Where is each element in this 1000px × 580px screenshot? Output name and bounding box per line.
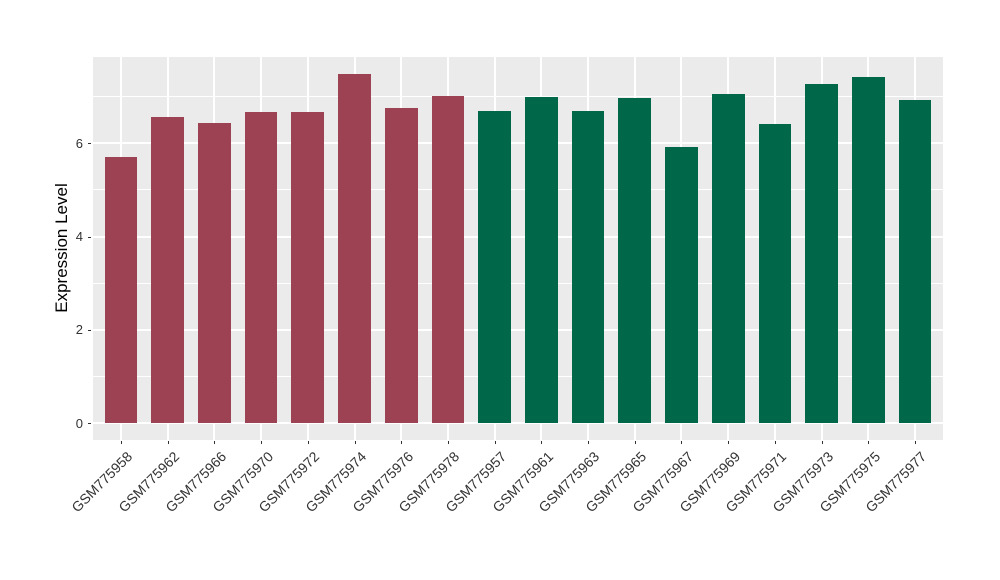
bar-GSM775972 — [291, 112, 325, 423]
x-tick-mark-GSM775965 — [634, 441, 636, 444]
bar-GSM775965 — [618, 97, 652, 423]
bar-GSM775975 — [851, 77, 885, 423]
y-tick-mark-0 — [88, 423, 91, 424]
bar-GSM775957 — [478, 110, 511, 423]
bar-GSM775963 — [571, 110, 605, 423]
bar-GSM775974 — [338, 73, 371, 423]
x-tick-mark-GSM775962 — [167, 441, 169, 444]
x-tick-mark-GSM775977 — [914, 441, 916, 444]
x-tick-mark-GSM775958 — [121, 441, 123, 444]
minor-gridline-y7 — [93, 96, 943, 98]
bar-GSM775969 — [711, 93, 745, 423]
major-gridline-y6 — [93, 142, 943, 145]
x-tick-mark-GSM775957 — [494, 441, 496, 444]
bar-GSM775958 — [104, 156, 138, 423]
x-tick-mark-GSM775975 — [868, 441, 870, 444]
bar-GSM775978 — [431, 95, 465, 423]
major-gridline-y0 — [93, 422, 943, 424]
x-tick-mark-GSM775971 — [774, 441, 776, 444]
major-gridline-y4 — [93, 235, 943, 238]
y-tick-mark-6 — [88, 143, 91, 145]
minor-gridline-y1 — [93, 375, 943, 377]
bar-GSM775966 — [198, 123, 231, 423]
bar-GSM775977 — [898, 100, 932, 423]
y-tick-mark-4 — [88, 236, 91, 238]
plot-panel — [93, 57, 943, 440]
x-tick-mark-GSM775963 — [588, 441, 590, 444]
x-tick-mark-GSM775967 — [681, 441, 683, 444]
x-tick-mark-GSM775976 — [401, 441, 403, 444]
x-tick-mark-GSM775969 — [728, 441, 730, 444]
bar-GSM775962 — [151, 116, 185, 423]
y-tick-label-4: 4 — [75, 229, 83, 244]
bar-GSM775970 — [244, 112, 278, 423]
minor-gridline-y5 — [93, 189, 943, 191]
x-tick-mark-GSM775974 — [354, 441, 356, 444]
x-tick-mark-GSM775961 — [541, 441, 543, 444]
x-tick-mark-GSM775970 — [261, 441, 263, 444]
x-tick-mark-GSM775978 — [447, 441, 449, 444]
major-gridline-y2 — [93, 328, 943, 331]
bar-GSM775971 — [758, 123, 792, 423]
x-tick-mark-GSM775972 — [307, 441, 309, 444]
y-tick-mark-2 — [88, 329, 91, 331]
bar-GSM775961 — [525, 96, 558, 423]
bar-GSM775967 — [665, 147, 698, 423]
bar-GSM775973 — [805, 84, 838, 423]
x-tick-mark-GSM775966 — [214, 441, 216, 444]
minor-gridline-y3 — [93, 282, 943, 284]
bar-GSM775976 — [384, 107, 418, 423]
y-axis-title: Expression Level — [52, 183, 71, 313]
y-tick-label-0: 0 — [75, 415, 83, 431]
x-tick-mark-GSM775973 — [821, 441, 823, 444]
y-tick-label-2: 2 — [75, 322, 83, 338]
y-tick-label-6: 6 — [75, 135, 83, 151]
